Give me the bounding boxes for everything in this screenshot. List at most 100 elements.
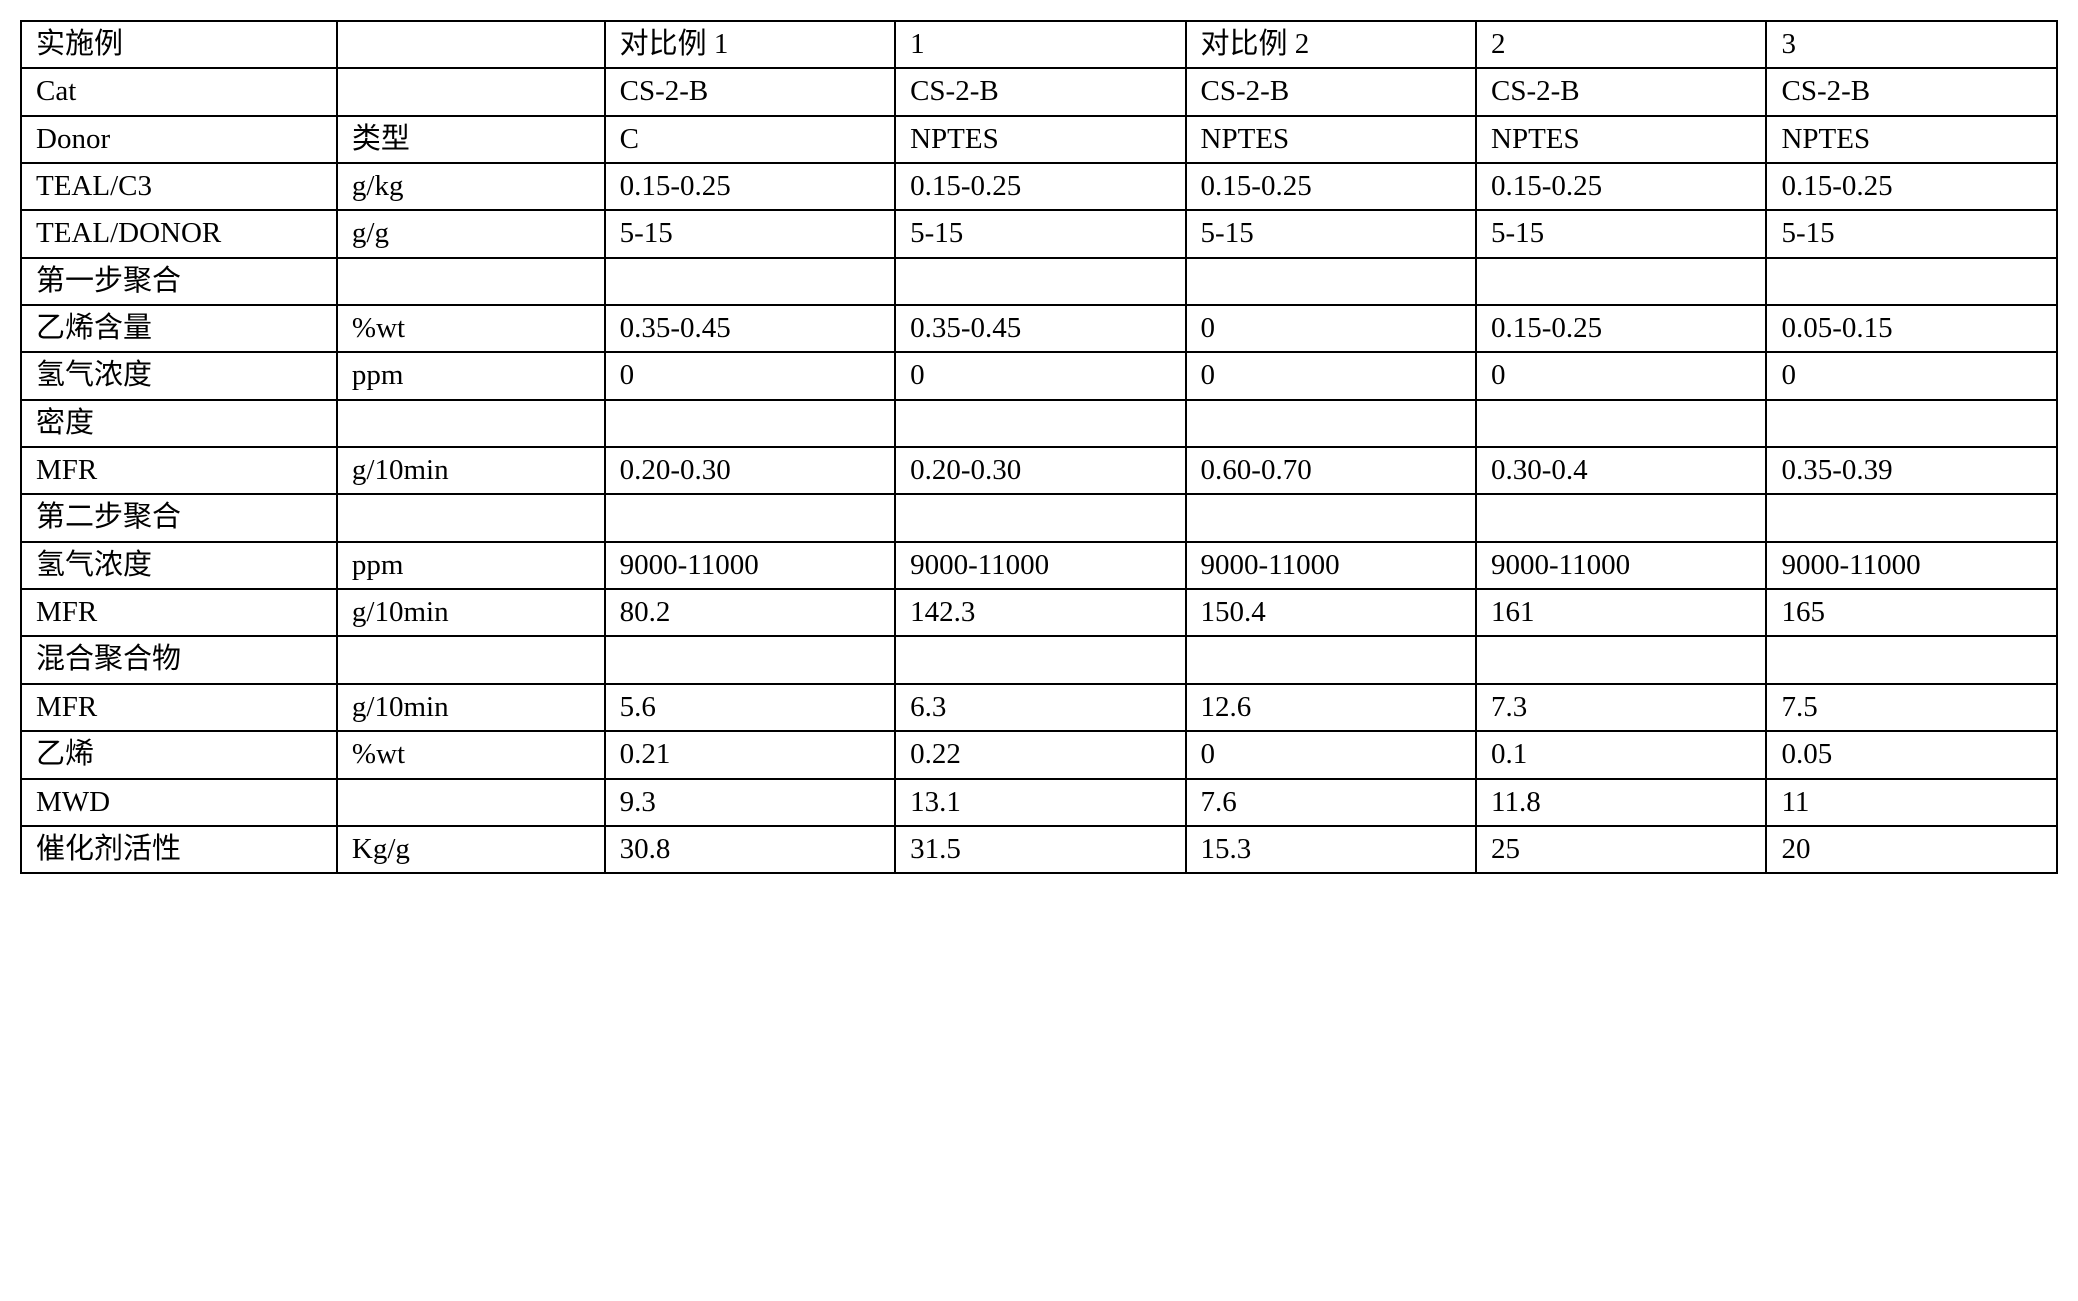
cell-unit: Kg/g — [337, 826, 605, 873]
cell-value: 5-15 — [605, 210, 895, 257]
cell-value: CS-2-B — [1186, 68, 1476, 115]
table-row: MWD 9.3 13.1 7.6 11.8 11 — [21, 779, 2057, 826]
cell-value: 0.15-0.25 — [895, 163, 1185, 210]
cell-value: 142.3 — [895, 589, 1185, 636]
cell-label: Donor — [21, 116, 337, 163]
cell-value: CS-2-B — [895, 68, 1185, 115]
cell-unit — [337, 494, 605, 541]
table-row: MFR g/10min 0.20-0.30 0.20-0.30 0.60-0.7… — [21, 447, 2057, 494]
cell-value: 5-15 — [895, 210, 1185, 257]
cell-label: MFR — [21, 684, 337, 731]
cell-value: 0 — [1186, 352, 1476, 399]
cell-value — [1766, 258, 2057, 305]
cell-unit: g/10min — [337, 447, 605, 494]
cell-value: 0 — [1186, 305, 1476, 352]
cell-value — [895, 494, 1185, 541]
cell-label: MWD — [21, 779, 337, 826]
cell-value: NPTES — [1766, 116, 2057, 163]
cell-label: MFR — [21, 447, 337, 494]
table-row: 催化剂活性 Kg/g 30.8 31.5 15.3 25 20 — [21, 826, 2057, 873]
cell-value — [605, 494, 895, 541]
cell-value: 20 — [1766, 826, 2057, 873]
cell-label: TEAL/DONOR — [21, 210, 337, 257]
cell-value: 0.60-0.70 — [1186, 447, 1476, 494]
cell-value: 1 — [895, 21, 1185, 68]
cell-value: 0.35-0.45 — [605, 305, 895, 352]
cell-label: 实施例 — [21, 21, 337, 68]
cell-value: 11 — [1766, 779, 2057, 826]
cell-unit: %wt — [337, 305, 605, 352]
cell-value — [1476, 400, 1766, 447]
cell-value: 0.22 — [895, 731, 1185, 778]
table-row: Cat CS-2-B CS-2-B CS-2-B CS-2-B CS-2-B — [21, 68, 2057, 115]
cell-label: 密度 — [21, 400, 337, 447]
cell-value: 15.3 — [1186, 826, 1476, 873]
cell-value: 0.05-0.15 — [1766, 305, 2057, 352]
cell-value: 0 — [1186, 731, 1476, 778]
cell-value — [605, 636, 895, 683]
cell-value: 9000-11000 — [605, 542, 895, 589]
cell-unit: g/kg — [337, 163, 605, 210]
table-row: Donor 类型 C NPTES NPTES NPTES NPTES — [21, 116, 2057, 163]
cell-unit: 类型 — [337, 116, 605, 163]
cell-value: 2 — [1476, 21, 1766, 68]
table-body: 实施例 对比例 1 1 对比例 2 2 3 Cat CS-2-B CS-2-B … — [21, 21, 2057, 873]
cell-value: 7.6 — [1186, 779, 1476, 826]
cell-value — [895, 400, 1185, 447]
cell-label: 氢气浓度 — [21, 542, 337, 589]
cell-value: 0.20-0.30 — [605, 447, 895, 494]
cell-label: Cat — [21, 68, 337, 115]
cell-unit — [337, 400, 605, 447]
cell-value: 0.35-0.45 — [895, 305, 1185, 352]
table-row: TEAL/DONOR g/g 5-15 5-15 5-15 5-15 5-15 — [21, 210, 2057, 257]
cell-value: C — [605, 116, 895, 163]
cell-value — [1186, 258, 1476, 305]
cell-label: TEAL/C3 — [21, 163, 337, 210]
cell-value: 9000-11000 — [1186, 542, 1476, 589]
cell-value: 0.15-0.25 — [1476, 305, 1766, 352]
cell-value: CS-2-B — [1476, 68, 1766, 115]
cell-value: 5.6 — [605, 684, 895, 731]
table-row: MFR g/10min 5.6 6.3 12.6 7.3 7.5 — [21, 684, 2057, 731]
cell-value: 6.3 — [895, 684, 1185, 731]
cell-value: 9000-11000 — [1766, 542, 2057, 589]
cell-value: 7.3 — [1476, 684, 1766, 731]
cell-label: MFR — [21, 589, 337, 636]
data-table: 实施例 对比例 1 1 对比例 2 2 3 Cat CS-2-B CS-2-B … — [20, 20, 2058, 874]
cell-value: 80.2 — [605, 589, 895, 636]
cell-value: 5-15 — [1476, 210, 1766, 257]
cell-value: 31.5 — [895, 826, 1185, 873]
cell-value: 30.8 — [605, 826, 895, 873]
cell-value: 0.15-0.25 — [1186, 163, 1476, 210]
cell-value: 0.1 — [1476, 731, 1766, 778]
cell-label: 混合聚合物 — [21, 636, 337, 683]
cell-value: 0.05 — [1766, 731, 2057, 778]
cell-value — [895, 636, 1185, 683]
cell-label: 第二步聚合 — [21, 494, 337, 541]
table-row: 氢气浓度 ppm 0 0 0 0 0 — [21, 352, 2057, 399]
cell-value: 0.15-0.25 — [1476, 163, 1766, 210]
cell-value — [605, 400, 895, 447]
table-row: TEAL/C3 g/kg 0.15-0.25 0.15-0.25 0.15-0.… — [21, 163, 2057, 210]
cell-unit: g/10min — [337, 684, 605, 731]
table-row: 乙烯含量 %wt 0.35-0.45 0.35-0.45 0 0.15-0.25… — [21, 305, 2057, 352]
cell-value: NPTES — [895, 116, 1185, 163]
cell-value: 9000-11000 — [1476, 542, 1766, 589]
cell-value: 0.15-0.25 — [605, 163, 895, 210]
table-row: 密度 — [21, 400, 2057, 447]
table-row: 乙烯 %wt 0.21 0.22 0 0.1 0.05 — [21, 731, 2057, 778]
table-row: 第二步聚合 — [21, 494, 2057, 541]
cell-label: 催化剂活性 — [21, 826, 337, 873]
cell-unit: ppm — [337, 542, 605, 589]
cell-unit — [337, 68, 605, 115]
cell-value: 0.20-0.30 — [895, 447, 1185, 494]
cell-value: 161 — [1476, 589, 1766, 636]
cell-value: 150.4 — [1186, 589, 1476, 636]
cell-value: 0 — [605, 352, 895, 399]
cell-value: 12.6 — [1186, 684, 1476, 731]
cell-unit: %wt — [337, 731, 605, 778]
cell-value: 13.1 — [895, 779, 1185, 826]
cell-unit: g/10min — [337, 589, 605, 636]
cell-value — [1476, 494, 1766, 541]
cell-label: 乙烯 — [21, 731, 337, 778]
